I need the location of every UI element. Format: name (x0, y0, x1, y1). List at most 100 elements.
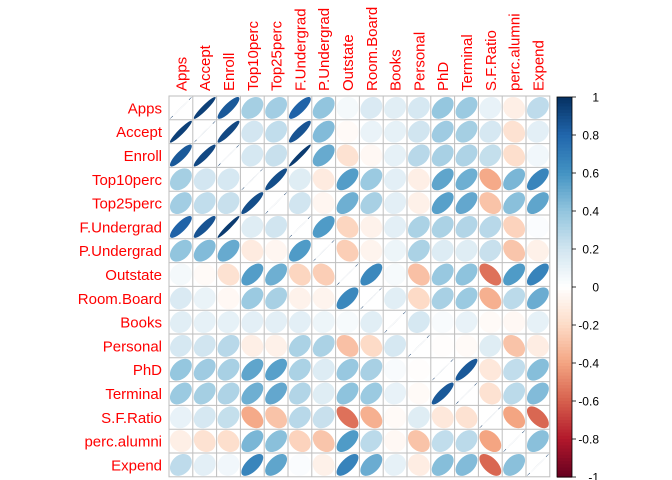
colorbar-segment (557, 306, 572, 310)
cell-P.Undergrad-Enroll (217, 239, 240, 262)
cell-Personal-Outstate (336, 334, 359, 357)
row-label-Top10perc: Top10perc (92, 172, 163, 189)
cell-Top10perc-Top25perc (265, 168, 288, 191)
cell-Enroll-Top25perc (265, 144, 288, 167)
colorbar-segment (557, 293, 572, 298)
cell-Books-S.F.Ratio (479, 311, 502, 334)
cell-F.Undergrad-perc.alumni (503, 215, 526, 238)
colorbar-segment (557, 204, 572, 209)
cell-Books-PhD (431, 311, 454, 334)
cell-Outstate-Top10perc (241, 263, 264, 286)
colorbar-segment (557, 426, 572, 431)
cell-Terminal-Enroll (217, 382, 240, 405)
colorbar-segment (557, 242, 572, 247)
colorbar-segment (557, 106, 572, 111)
colorbar-segment (557, 169, 572, 174)
diagonal-mark (458, 385, 475, 402)
colorbar-segment (557, 290, 572, 294)
colorbar-segment (557, 141, 572, 146)
cell-Top10perc-Enroll (217, 168, 240, 191)
cell-PhD-Terminal (455, 358, 478, 381)
column-label-P.Undergrad: P.Undergrad (316, 8, 333, 91)
cell-F.Undergrad-Apps (169, 215, 192, 238)
cell-S.F.Ratio-Top10perc (241, 406, 264, 429)
row-label-Expend: Expend (111, 457, 162, 474)
cell-S.F.Ratio-Accept (193, 406, 216, 429)
cell-PhD-Top25perc (265, 358, 288, 381)
cell-P.Undergrad-Accept (193, 239, 216, 262)
colorbar-segment (557, 363, 572, 367)
colorbar-segment (557, 328, 572, 332)
colorbar-segment (557, 451, 572, 456)
colorbar-tick-label: -0.4 (578, 357, 599, 371)
colorbar-segment (557, 116, 572, 120)
colorbar-segment (557, 359, 572, 364)
colorbar-segment (557, 261, 572, 266)
cell-Accept-Top25perc (265, 120, 288, 143)
colorbar-segment (557, 473, 572, 478)
colorbar-segment (557, 445, 572, 450)
cell-Apps-PhD (431, 96, 454, 119)
cell-Outstate-Enroll (217, 263, 240, 286)
colorbar-segment (557, 344, 572, 348)
cell-Top10perc-Outstate (336, 168, 359, 191)
row-labels: Apps Accept Enroll Top10perc Top25perc F.Unde… (78, 100, 163, 474)
cell-Enroll-Outstate (336, 144, 359, 167)
column-label-F.Undergrad: F.Undergrad (292, 8, 309, 91)
cell-Apps-Outstate (336, 96, 359, 119)
colorbar-segment (557, 226, 572, 231)
colorbar-segment (557, 264, 572, 269)
cell-Terminal-Apps (169, 382, 192, 405)
cell-S.F.Ratio-Enroll (217, 406, 240, 429)
cell-Expend-P.Undergrad (312, 453, 335, 476)
colorbar-segment (557, 442, 572, 446)
row-label-Apps: Apps (128, 100, 162, 117)
cell-Books-Room.Board (360, 311, 383, 334)
cell-Terminal-F.Undergrad (288, 382, 311, 405)
cell-PhD-Top10perc (241, 358, 264, 381)
column-label-Terminal: Terminal (459, 34, 476, 91)
cell-Terminal-perc.alumni (503, 382, 526, 405)
column-label-Enroll: Enroll (221, 53, 238, 91)
cell-Personal-P.Undergrad (312, 334, 335, 357)
cell-Top25perc-Room.Board (360, 192, 383, 215)
cell-Outstate-Terminal (455, 263, 478, 286)
cell-Books-F.Undergrad (288, 311, 311, 334)
colorbar-tick-label: -0.2 (578, 319, 599, 333)
cell-Room.Board-perc.alumni (503, 287, 526, 310)
row-label-Top25perc: Top25perc (92, 196, 163, 213)
cell-Outstate-F.Undergrad (288, 263, 311, 286)
colorbar-segment (557, 315, 572, 320)
colorbar-tick-label: -0.8 (578, 433, 599, 447)
row-label-Terminal: Terminal (105, 386, 162, 403)
cell-Books-Apps (169, 311, 192, 334)
colorbar-segment (557, 385, 572, 389)
colorbar-segment (557, 214, 572, 218)
cell-Enroll-Books (384, 144, 407, 167)
cell-Personal-Enroll (217, 334, 240, 357)
colorbar-segment (557, 173, 572, 177)
cell-F.Undergrad-Personal (407, 215, 430, 238)
cell-F.Undergrad-Room.Board (360, 215, 383, 238)
cell-Accept-Apps (169, 120, 192, 143)
cell-S.F.Ratio-Room.Board (360, 406, 383, 429)
cell-Outstate-perc.alumni (503, 263, 526, 286)
colorbar-segment (557, 252, 572, 256)
cell-Top25perc-perc.alumni (503, 192, 526, 215)
cell-S.F.Ratio-Expend (526, 406, 549, 429)
colorbar-segment (557, 321, 572, 326)
colorbar-segment (557, 223, 572, 228)
cell-P.Undergrad-Top10perc (241, 239, 264, 262)
cell-Room.Board-Outstate (336, 287, 359, 310)
colorbar-segment (557, 312, 572, 317)
cell-Top25perc-Enroll (217, 192, 240, 215)
cell-Outstate-PhD (431, 263, 454, 286)
cell-Personal-Terminal (455, 334, 478, 357)
cell-Books-P.Undergrad (312, 311, 335, 334)
cell-Room.Board-Personal (407, 287, 430, 310)
column-label-PhD: PhD (435, 62, 452, 91)
colorbar-tick-label: 0.2 (582, 243, 599, 257)
colorbar-segment (557, 280, 572, 285)
cell-Top10perc-P.Undergrad (312, 168, 335, 191)
cell-S.F.Ratio-Books (384, 406, 407, 429)
